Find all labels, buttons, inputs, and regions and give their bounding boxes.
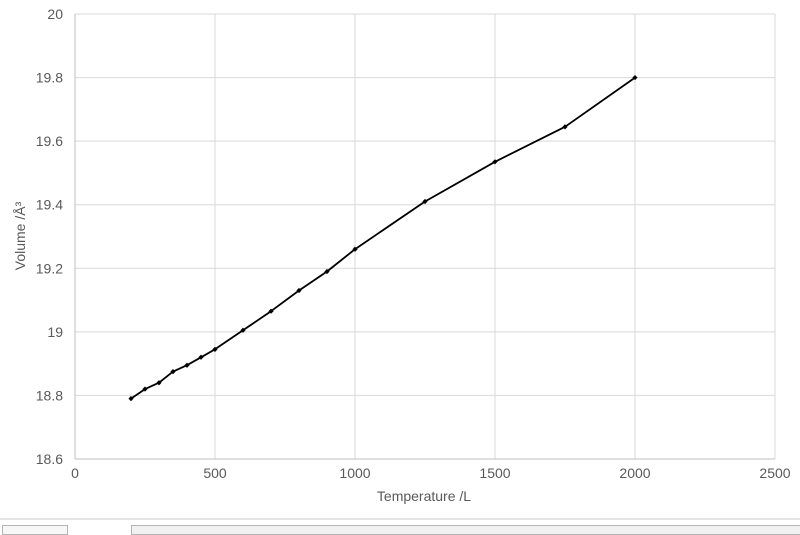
- data-series-line: [130, 76, 636, 400]
- x-tick-label: 500: [203, 465, 227, 481]
- data-point-marker: [128, 396, 134, 402]
- data-point-marker: [268, 308, 274, 314]
- axes-layer: [74, 14, 775, 460]
- data-point-marker: [156, 380, 162, 386]
- data-point-marker: [198, 354, 204, 360]
- data-point-marker: [184, 362, 190, 368]
- data-point-marker: [296, 287, 302, 294]
- y-tick-label: 18.6: [36, 451, 63, 467]
- data-point-marker: [142, 386, 148, 392]
- x-tick-label: 1000: [339, 465, 370, 481]
- data-point-marker: [212, 346, 218, 352]
- data-point-marker: [492, 159, 498, 165]
- data-point-marker: [240, 327, 246, 333]
- y-axis-title: Volume /Å³: [12, 201, 28, 270]
- cutoff-button-left[interactable]: [2, 525, 68, 535]
- data-series-layer: [128, 74, 638, 402]
- x-tick-label: 2000: [619, 465, 650, 481]
- data-point-marker: [562, 124, 568, 130]
- y-tick-label: 19.2: [36, 260, 63, 276]
- data-point-marker: [632, 74, 638, 81]
- cutoff-panel-right[interactable]: [131, 525, 800, 535]
- y-tick-label: 19: [47, 324, 63, 340]
- y-tick-label: 19.8: [36, 70, 63, 86]
- data-point-marker: [352, 246, 358, 252]
- tick-labels-layer: 18.6 18.8 19 19.2 19.4 19.6 19.8 20 0 500 1000 1500…: [36, 6, 791, 481]
- y-tick-label: 19.4: [36, 197, 63, 213]
- line-chart: 18.6 18.8 19 19.2 19.4 19.6 19.8 20 0 500 1000 1500…: [12, 6, 791, 504]
- chart-bottom-border: [0, 518, 800, 520]
- y-tick-label: 20: [47, 6, 63, 22]
- y-tick-label: 19.6: [36, 133, 63, 149]
- x-tick-label: 2500: [759, 465, 790, 481]
- data-point-marker: [170, 368, 176, 375]
- x-tick-label: 1500: [479, 465, 510, 481]
- data-point-marker: [324, 268, 330, 275]
- gridlines-layer: [75, 13, 776, 459]
- y-tick-label: 18.8: [36, 387, 63, 403]
- data-point-marker: [422, 198, 428, 205]
- x-axis-title: Temperature /L: [377, 488, 471, 504]
- x-tick-label: 0: [71, 465, 79, 481]
